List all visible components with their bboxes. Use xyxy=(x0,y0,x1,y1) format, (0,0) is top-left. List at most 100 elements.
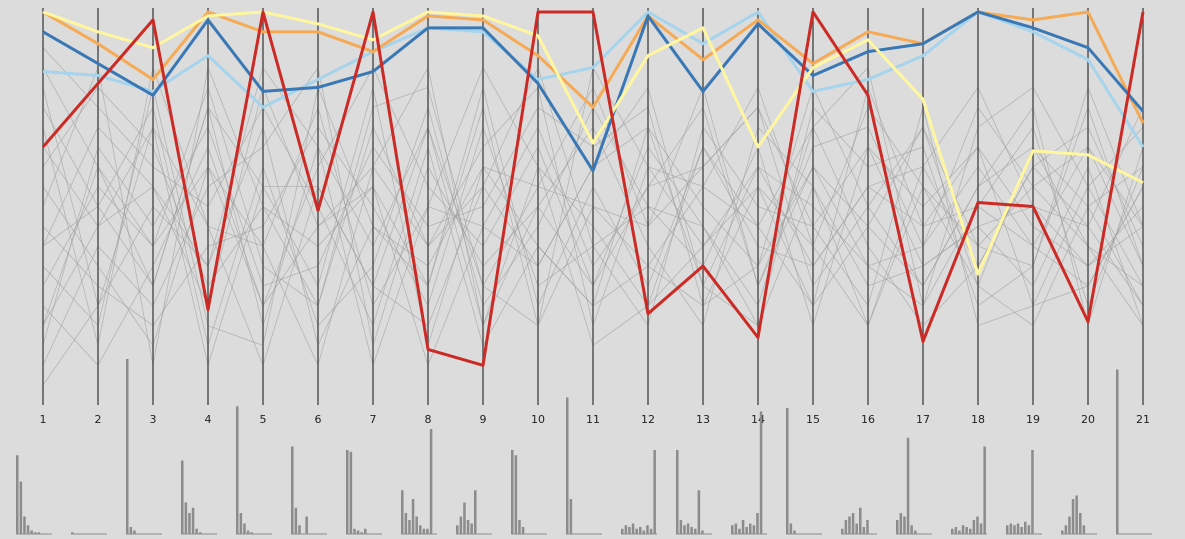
histogram-bar xyxy=(518,520,521,534)
axis-label: 4 xyxy=(205,413,212,426)
axis-label: 17 xyxy=(916,413,930,426)
histogram-bar xyxy=(951,528,954,534)
histogram-bar xyxy=(906,437,910,534)
histogram-bar xyxy=(862,527,866,534)
histogram-bar xyxy=(1071,499,1075,534)
histogram-bar xyxy=(910,525,913,534)
axis-label: 7 xyxy=(370,413,377,426)
histogram-bar xyxy=(566,397,569,534)
histogram-bar xyxy=(429,429,433,534)
histogram-bar xyxy=(976,516,979,534)
histogram-bar xyxy=(759,411,763,534)
histogram-bar xyxy=(621,528,624,534)
axis-label: 19 xyxy=(1026,413,1040,426)
histogram-bar xyxy=(793,530,796,534)
histogram-bar xyxy=(983,446,986,534)
histogram-bar xyxy=(474,490,477,534)
histogram-bar xyxy=(958,530,961,534)
histogram-bar xyxy=(899,513,903,534)
histogram-bar xyxy=(635,528,638,534)
histogram-bar xyxy=(294,507,298,534)
histogram-bar xyxy=(305,516,308,534)
histogram-bar xyxy=(404,513,408,534)
histogram-bar xyxy=(364,528,367,534)
histogram-bar xyxy=(851,513,855,534)
histogram-bar xyxy=(408,520,411,534)
histogram-bar xyxy=(697,490,701,534)
histogram-bar xyxy=(1061,530,1064,534)
histogram-bar xyxy=(646,525,649,534)
axis-label: 20 xyxy=(1081,413,1095,426)
axis-label: 2 xyxy=(95,413,102,426)
histogram-bar xyxy=(456,525,459,534)
histogram-bar xyxy=(639,527,642,534)
histogram-bar xyxy=(129,527,133,534)
histogram-bar xyxy=(19,481,23,534)
histogram-bar xyxy=(745,527,748,534)
histogram-bar xyxy=(181,460,184,534)
histogram-bar xyxy=(459,516,463,534)
histogram-bar xyxy=(738,528,741,534)
histogram-bar xyxy=(686,523,690,534)
histogram-bar xyxy=(701,530,704,534)
histogram-bar xyxy=(683,525,686,534)
histogram-bar xyxy=(1068,516,1071,534)
axis-label: 16 xyxy=(861,413,875,426)
axis-label: 12 xyxy=(641,413,655,426)
histogram-bar xyxy=(1116,369,1119,534)
histogram-bar xyxy=(133,530,136,534)
histogram-bar xyxy=(1016,523,1020,534)
histogram-bar xyxy=(360,532,363,534)
histogram-bar xyxy=(694,528,697,534)
histogram-bar xyxy=(756,513,759,534)
histogram-bar xyxy=(1075,495,1078,534)
histogram-bar xyxy=(631,523,635,534)
histogram-bar xyxy=(1009,523,1013,534)
histogram-bar xyxy=(463,502,466,534)
histogram-bar xyxy=(972,520,976,534)
histogram-bar xyxy=(250,532,253,534)
histogram-bar xyxy=(346,450,349,534)
histogram-bar xyxy=(470,523,473,534)
histogram-bar xyxy=(841,528,844,534)
histogram-bar xyxy=(26,525,30,534)
histogram-bar xyxy=(752,525,756,534)
histogram-bar xyxy=(734,523,738,534)
axis-label: 3 xyxy=(150,413,157,426)
axis-label: 13 xyxy=(696,413,710,426)
histogram-bar xyxy=(236,406,239,534)
histogram-bar xyxy=(356,530,360,534)
histogram-bar xyxy=(653,450,656,534)
histogram-bar xyxy=(466,520,470,534)
histogram-bar xyxy=(243,523,246,534)
histogram-bar xyxy=(789,523,793,534)
histogram-bar xyxy=(961,525,965,534)
histogram-bar xyxy=(1064,525,1068,534)
histogram-bar xyxy=(649,528,653,534)
histogram-bar xyxy=(521,527,525,534)
histogram-bar xyxy=(34,532,37,534)
axis-label: 15 xyxy=(806,413,820,426)
histogram-bar xyxy=(642,530,646,534)
histogram-bar xyxy=(401,490,404,534)
histogram-bar xyxy=(239,513,243,534)
histogram-bar xyxy=(866,520,869,534)
histogram-bar xyxy=(844,520,848,534)
histogram-bar xyxy=(979,523,983,534)
histogram-bar xyxy=(191,507,195,534)
histogram-bar xyxy=(188,513,191,534)
histogram-bar xyxy=(1006,525,1009,534)
histogram-bar xyxy=(969,528,972,534)
histogram-bar xyxy=(37,532,41,534)
axis-label: 11 xyxy=(586,413,600,426)
histogram-bar xyxy=(676,450,679,534)
histogram-bar xyxy=(353,528,356,534)
axis-label: 6 xyxy=(315,413,322,426)
histogram-bar xyxy=(16,455,19,534)
histogram-bar xyxy=(1013,525,1016,534)
histogram-bar xyxy=(411,499,415,534)
histogram-bar xyxy=(914,530,917,534)
histogram-bar xyxy=(71,532,74,534)
histogram-bar xyxy=(1024,521,1027,534)
